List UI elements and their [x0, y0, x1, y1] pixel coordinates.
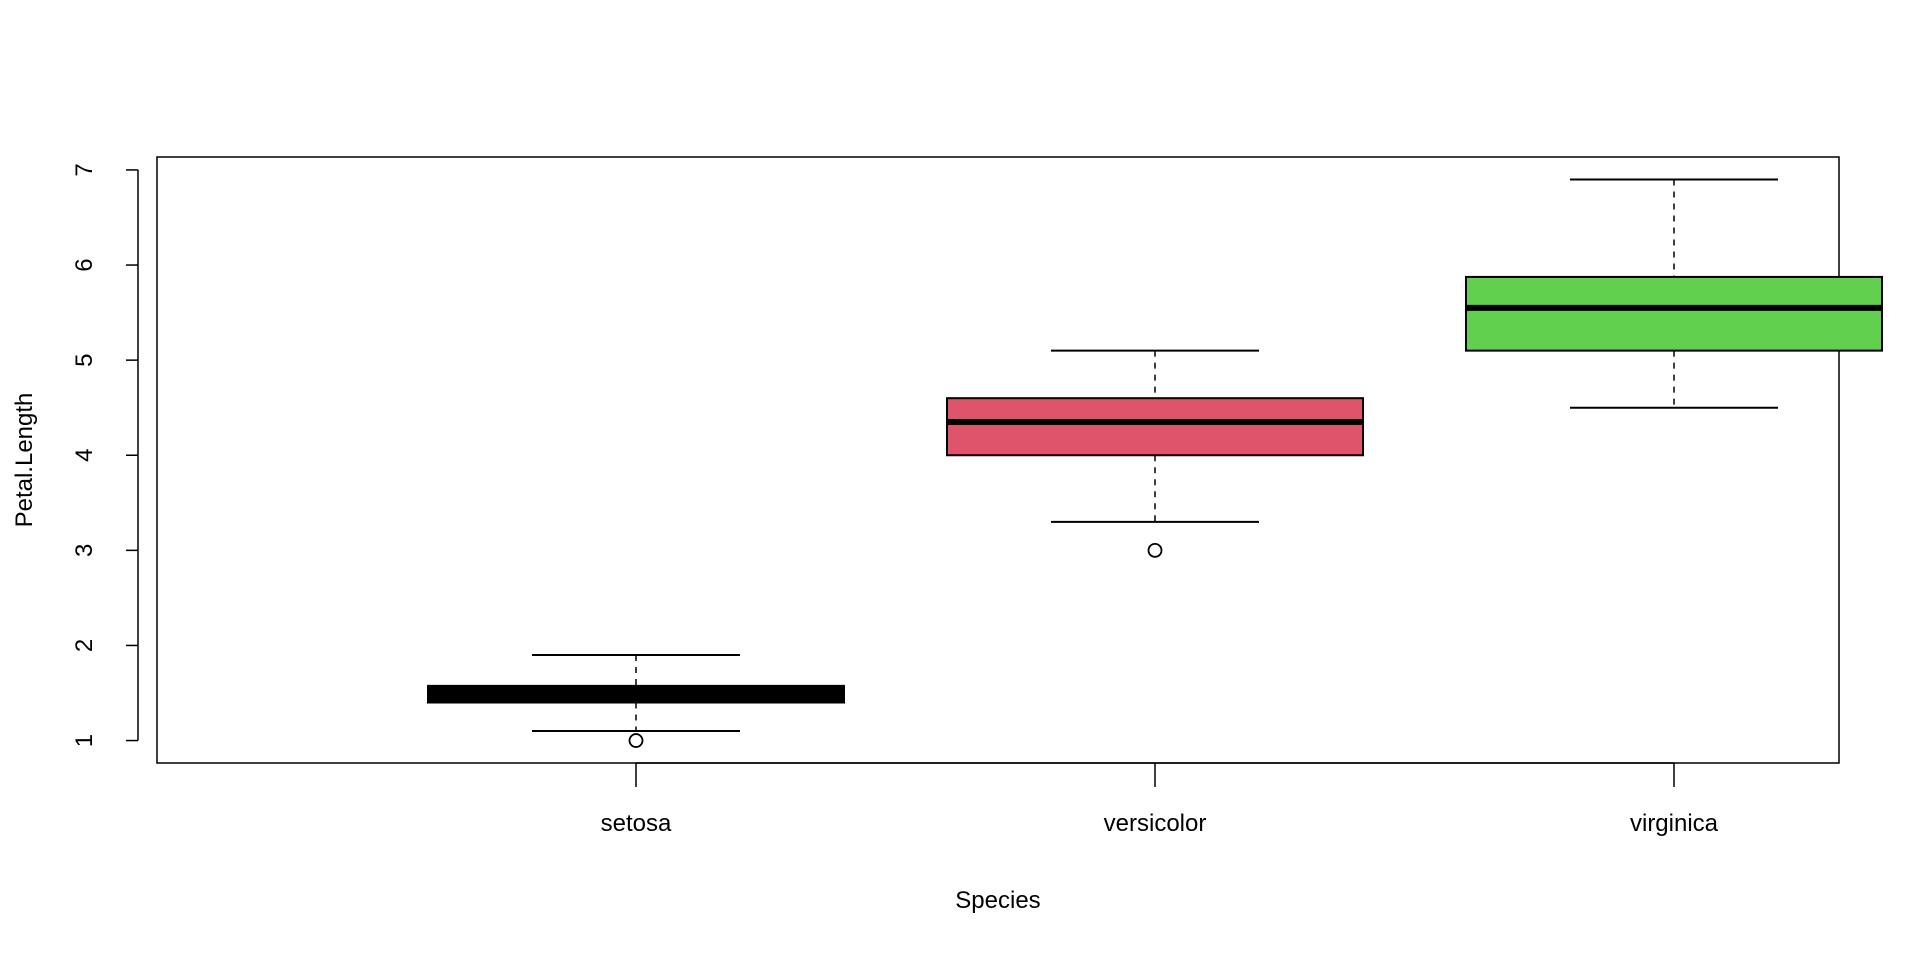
- y-tick-label: 4: [71, 449, 98, 462]
- y-axis-title: Petal.Length: [11, 393, 38, 528]
- x-axis-title: Species: [955, 887, 1040, 914]
- y-tick-label: 3: [71, 544, 98, 557]
- box-versicolor: [946, 349, 1364, 558]
- y-tick-label: 2: [71, 639, 98, 652]
- y-tick-label: 7: [71, 163, 98, 176]
- x-tick-label: virginica: [1630, 810, 1719, 837]
- y-axis: 1 2 3 4 5 6 7: [71, 163, 139, 747]
- y-tick-label: 1: [71, 734, 98, 747]
- box-virginica: [1465, 178, 1883, 409]
- box-iqr: [1465, 275, 1883, 352]
- outlier-point: [1147, 542, 1163, 558]
- x-axis: setosa versicolor virginica: [601, 762, 1719, 837]
- box-iqr: [946, 397, 1364, 457]
- y-tick-label: 6: [71, 258, 98, 271]
- plot-frame: [156, 156, 1840, 764]
- boxes: [427, 178, 1883, 748]
- box-setosa: [427, 653, 845, 748]
- x-tick-label: versicolor: [1104, 810, 1207, 837]
- y-tick-label: 5: [71, 353, 98, 366]
- outlier-point: [628, 733, 644, 748]
- x-tick-label: setosa: [601, 810, 672, 837]
